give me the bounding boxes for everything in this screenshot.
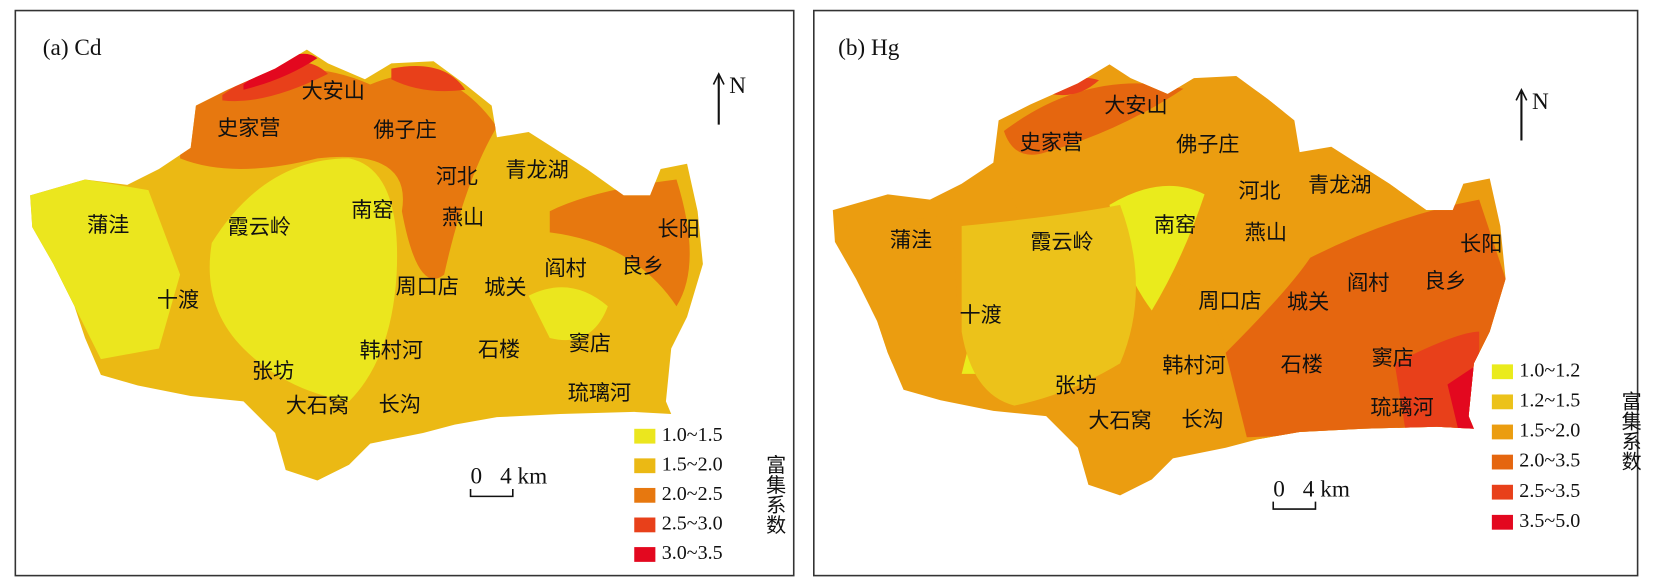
legend-swatch (1491, 454, 1513, 470)
legend-swatch (1491, 364, 1513, 380)
place-label: 青龙湖 (505, 157, 568, 182)
scale-label: 4 km (500, 464, 547, 490)
place-label: 琉璃河 (568, 380, 631, 405)
legend-label: 2.5~3.0 (662, 513, 723, 535)
place-label: 燕山 (442, 205, 484, 230)
north-label: N (1532, 89, 1549, 115)
zone (961, 204, 1136, 406)
place-label: 史家营 (1020, 130, 1083, 155)
zone (243, 53, 318, 90)
legend-swatch (634, 547, 656, 562)
north-label: N (729, 73, 746, 99)
legend-title: 富集系数 (1618, 390, 1642, 471)
place-label: 十渡 (960, 302, 1002, 327)
zone (1003, 83, 1506, 438)
panel-title: (b) Hg (838, 35, 900, 61)
place-label: 长沟 (379, 392, 421, 417)
place-label: 窦店 (569, 330, 611, 355)
place-label: 阎村 (1347, 270, 1389, 295)
legend-label: 3.5~5.0 (1519, 510, 1580, 532)
legend-label: 1.5~2.0 (1519, 420, 1580, 442)
place-label: 城关 (1287, 289, 1329, 314)
legend-label: 1.0~1.5 (662, 424, 723, 446)
legend-swatch (634, 487, 656, 503)
legend-label: 1.5~2.0 (662, 453, 723, 475)
place-label: 南窑 (351, 197, 393, 222)
legend-swatch (1491, 424, 1513, 440)
place-label: 长沟 (1181, 406, 1223, 431)
place-label: 长阳 (658, 216, 700, 241)
legend-label: 1.2~1.5 (1519, 389, 1580, 411)
place-label: 阎村 (544, 255, 586, 280)
legend-swatch (634, 517, 656, 533)
legend-swatch (1491, 514, 1513, 530)
place-label: 石楼 (1281, 351, 1323, 376)
legend-swatch (634, 458, 656, 474)
north-arrow-head (712, 72, 725, 85)
place-label: 燕山 (1245, 219, 1287, 244)
legend-label: 1.0~1.2 (1519, 359, 1580, 381)
place-label: 周口店 (396, 273, 459, 298)
scale-label: 4 km (1303, 476, 1350, 502)
place-label: 十渡 (157, 287, 199, 312)
zone (180, 69, 497, 279)
zone (1051, 77, 1480, 429)
legend-label: 2.0~2.5 (662, 483, 723, 505)
place-label: 佛子庄 (373, 117, 436, 142)
legend-swatch (1491, 394, 1513, 410)
place-label: 霞云岭 (1030, 229, 1093, 254)
zone (549, 179, 690, 307)
panel-frame (14, 9, 795, 577)
place-label: 河北 (436, 163, 478, 188)
place-label: 窦店 (1371, 345, 1413, 370)
place-label: 石楼 (478, 337, 520, 362)
panel-title: (a) Cd (43, 35, 102, 61)
scale-bar (1272, 501, 1317, 510)
place-label: 蒲洼 (890, 227, 932, 252)
legend-label: 2.5~3.5 (1519, 480, 1580, 502)
legend-label: 3.0~3.5 (662, 542, 723, 564)
place-label: 长阳 (1460, 231, 1502, 256)
place-label: 良乡 (622, 253, 664, 278)
place-label: 霞云岭 (228, 214, 291, 239)
place-label: 南窑 (1154, 212, 1196, 237)
scale-zero: 0 (471, 464, 483, 490)
place-label: 佛子庄 (1176, 132, 1239, 157)
place-label: 蒲洼 (87, 212, 129, 237)
place-label: 青龙湖 (1308, 172, 1371, 197)
scale-zero: 0 (1273, 476, 1285, 502)
place-label: 大安山 (1104, 93, 1167, 118)
zone (30, 158, 608, 402)
place-label: 周口店 (1198, 288, 1261, 313)
legend-swatch (634, 428, 656, 444)
place-label: 良乡 (1424, 268, 1466, 293)
scale-bar (469, 489, 514, 498)
place-label: 韩村河 (360, 338, 423, 363)
legend-label: 2.0~3.5 (1519, 450, 1580, 472)
legend-title: 富集系数 (763, 454, 787, 535)
zone (961, 185, 1205, 374)
place-label: 大石窝 (1088, 407, 1151, 432)
place-label: 张坊 (1055, 373, 1097, 398)
place-label: 琉璃河 (1370, 395, 1433, 420)
north-arrow-head (1515, 88, 1528, 101)
legend-swatch (1491, 484, 1513, 500)
zones (845, 77, 1506, 440)
panel-frame (813, 9, 1639, 577)
place-label: 韩村河 (1162, 352, 1225, 377)
place-label: 大安山 (302, 78, 365, 103)
place-label: 史家营 (217, 115, 280, 140)
place-label: 河北 (1238, 178, 1280, 203)
place-label: 大石窝 (286, 393, 349, 418)
zones (30, 53, 690, 402)
place-label: 城关 (484, 274, 526, 299)
place-label: 张坊 (252, 358, 294, 383)
